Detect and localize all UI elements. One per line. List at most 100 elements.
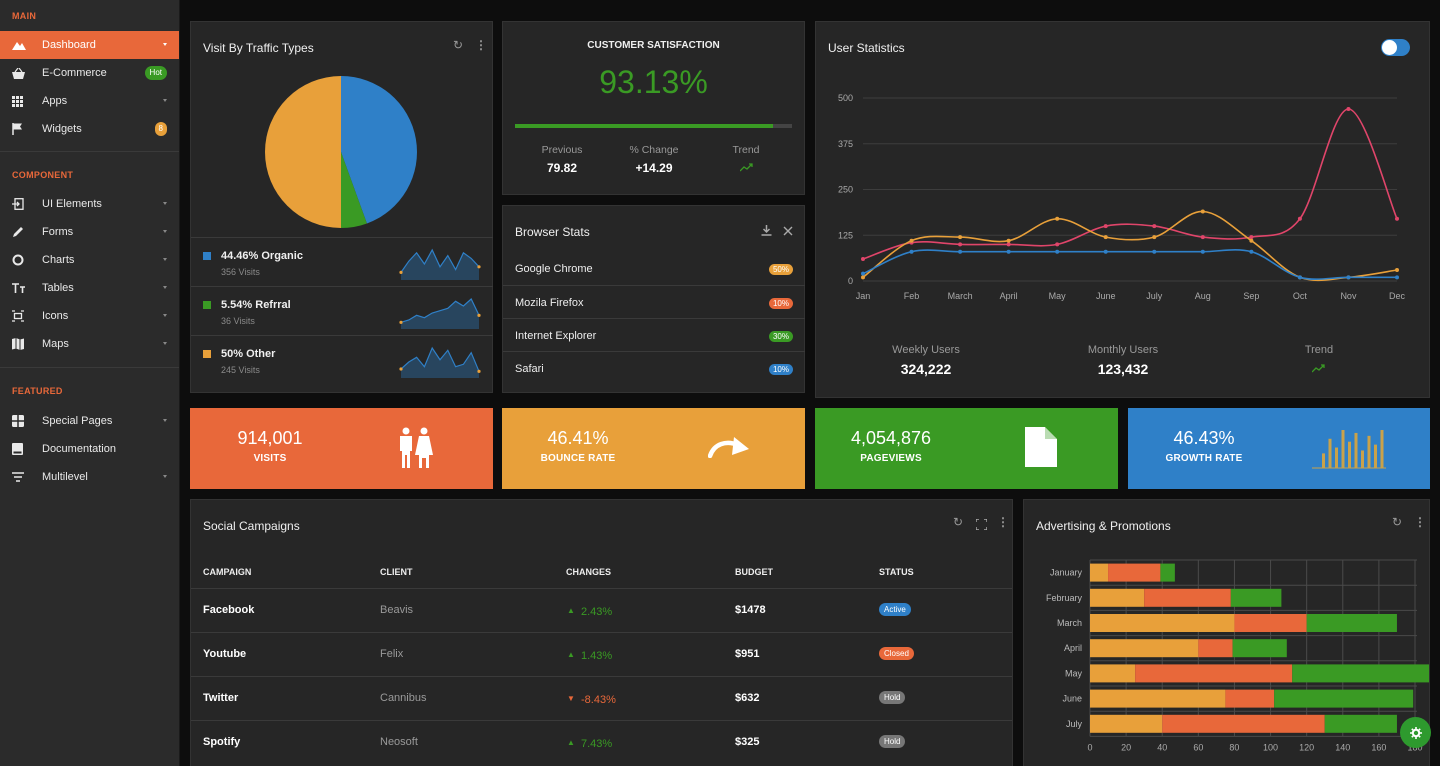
sidebar-item-special-pages[interactable]: Special Pages <box>0 407 179 435</box>
series-line-yellow <box>862 210 1398 282</box>
campaign-name: Twitter <box>203 692 239 704</box>
browser-name: Safari <box>515 363 544 375</box>
series-line-blue <box>862 249 1397 280</box>
y-tick-label: June <box>1062 694 1082 704</box>
growth-bar <box>1322 453 1325 468</box>
series-point-blue <box>1006 249 1011 254</box>
satisfaction-progress-fill <box>515 124 773 128</box>
kpi-visits: 914,001 VISITS <box>190 408 493 489</box>
series-point-blue <box>861 271 865 276</box>
monthly-users-value: 123,432 <box>1097 361 1149 377</box>
download-icon[interactable] <box>761 225 772 236</box>
change-value: 1.43% <box>581 650 613 662</box>
chevron-down-icon <box>163 286 167 289</box>
table-row[interactable]: Youtube Felix ▲ 1.43% $951 Closed <box>191 632 1012 676</box>
toggle-switch[interactable] <box>1381 39 1410 56</box>
sidebar-item-icons[interactable]: Icons <box>0 302 179 330</box>
x-tick-label: Feb <box>904 291 920 301</box>
traffic-legend-organic: 44.46% Organic 356 Visits <box>191 237 493 286</box>
client-name: Neosoft <box>380 736 418 748</box>
growth-bar <box>1374 444 1377 468</box>
sidebar-item-ui-elements[interactable]: UI Elements <box>0 190 179 218</box>
more-vertical-icon[interactable]: ⋮ <box>997 515 1009 529</box>
series-point-yellow <box>1103 235 1108 240</box>
pie-slice-other <box>265 76 341 228</box>
y-tick-label: March <box>1057 618 1082 628</box>
dashboard-icon <box>12 40 42 50</box>
divider <box>0 367 179 368</box>
series-point-yellow <box>1395 268 1399 273</box>
table-row[interactable]: Spotify Neosoft ▲ 7.43% $325 Hold <box>191 720 1012 764</box>
kpi-value: 46.41% <box>547 428 609 448</box>
map-icon <box>12 338 42 350</box>
status-badge: Closed <box>879 647 914 660</box>
section-title-main: MAIN <box>12 11 37 21</box>
col-header-client: CLIENT <box>380 567 413 577</box>
traffic-pie-chart <box>265 76 417 228</box>
sidebar-item-label: Documentation <box>42 443 116 455</box>
count-badge: 8 <box>154 122 167 136</box>
sparkline-area <box>401 348 479 378</box>
sidebar-item-dashboard[interactable]: Dashboard <box>0 31 179 59</box>
close-icon[interactable] <box>783 226 793 236</box>
section-title-component: COMPONENT <box>12 170 74 180</box>
refresh-icon[interactable]: ↻ <box>1392 515 1403 529</box>
change-label: % Change <box>629 144 679 156</box>
chevron-down-icon <box>163 202 167 205</box>
growth-bar <box>1341 430 1345 468</box>
fullscreen-icon[interactable] <box>976 519 987 530</box>
chevron-down-icon <box>163 43 167 46</box>
table-row[interactable]: Facebook Beavis ▲ 2.43% $1478 Active <box>191 588 1012 632</box>
sidebar-item-charts[interactable]: Charts <box>0 246 179 274</box>
x-tick-label: July <box>1146 291 1163 301</box>
sidebar-item-apps[interactable]: Apps <box>0 87 179 115</box>
card-title: Visit By Traffic Types <box>203 41 314 55</box>
filter-icon <box>12 472 42 482</box>
caret-up-icon: ▲ <box>567 606 575 615</box>
more-vertical-icon[interactable]: ⋮ <box>1414 515 1426 529</box>
settings-fab[interactable] <box>1400 717 1431 748</box>
sidebar-item-widgets[interactable]: Widgets 8 <box>0 115 179 143</box>
x-tick-label: 40 <box>1157 742 1167 752</box>
social-campaigns-card: Social Campaigns ↻ ⋮ CAMPAIGN CLIENT CHA… <box>190 499 1013 766</box>
card-title: User Statistics <box>828 41 905 55</box>
sidebar-item-ecommerce[interactable]: E-Commerce Hot <box>0 59 179 87</box>
sidebar-item-tables[interactable]: Tables <box>0 274 179 302</box>
card-title: Advertising & Promotions <box>1036 519 1171 533</box>
change-value: 2.43% <box>581 606 613 618</box>
series-point-yellow <box>1200 209 1205 214</box>
chevron-down-icon <box>163 419 167 422</box>
sparkline-end-point <box>477 265 481 269</box>
kpi-bounce-rate: 46.41% BOUNCE RATE <box>502 408 805 489</box>
x-tick-label: 160 <box>1371 742 1386 752</box>
chevron-down-icon <box>163 258 167 261</box>
sidebar-item-maps[interactable]: Maps <box>0 330 179 358</box>
sidebar-item-multilevel[interactable]: Multilevel <box>0 463 179 491</box>
icons-icon <box>12 310 42 322</box>
browser-pct-badge: 50% <box>768 264 793 275</box>
sparkline-end-point <box>477 313 481 317</box>
series-point-yellow <box>1249 238 1254 243</box>
pie-slice-organic <box>341 76 417 224</box>
kpi-value: 46.43% <box>1173 428 1235 448</box>
series-point-pink <box>1346 106 1351 111</box>
divider <box>0 151 179 152</box>
status-badge: Active <box>879 603 911 616</box>
sidebar-item-forms[interactable]: Forms <box>0 218 179 246</box>
x-tick-label: 120 <box>1299 742 1314 752</box>
y-tick-label: 500 <box>838 93 853 103</box>
bar-segment-green <box>1274 689 1414 708</box>
bar-segment-yellow <box>1090 563 1109 582</box>
user-statistics-card: User Statistics 0 125 250 375 500 Jan Feb March… <box>815 21 1430 398</box>
kpi-label: VISITS <box>253 453 287 464</box>
browser-row-firefox: Mozila Firefox 10% <box>503 285 805 318</box>
x-tick-label: 100 <box>1263 742 1278 752</box>
refresh-icon[interactable]: ↻ <box>453 38 464 52</box>
sparkline-line <box>400 298 480 323</box>
more-vertical-icon[interactable]: ⋮ <box>475 38 487 52</box>
refresh-icon[interactable]: ↻ <box>953 515 964 529</box>
trend-up-icon <box>740 163 753 172</box>
table-row[interactable]: Twitter Cannibus ▼ -8.43% $632 Hold <box>191 676 1012 720</box>
x-tick-label: Jan <box>856 291 871 301</box>
sidebar-item-documentation[interactable]: Documentation <box>0 435 179 463</box>
